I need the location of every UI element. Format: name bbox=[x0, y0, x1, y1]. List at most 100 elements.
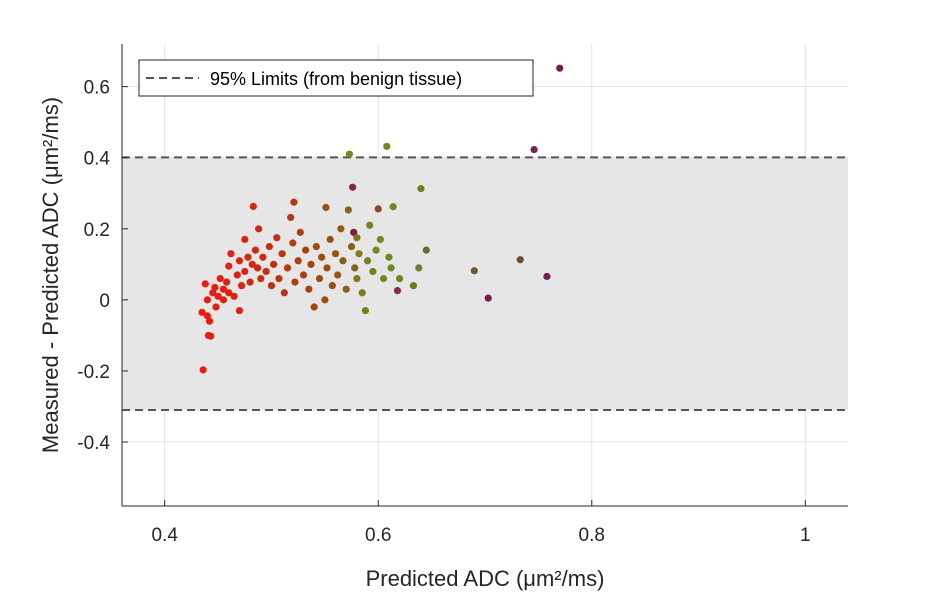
data-point bbox=[417, 185, 425, 193]
data-point bbox=[235, 306, 244, 315]
data-point bbox=[337, 225, 345, 233]
data-point bbox=[321, 296, 329, 304]
data-point bbox=[415, 264, 423, 272]
data-point bbox=[214, 292, 222, 300]
data-point bbox=[372, 246, 380, 254]
data-point bbox=[374, 205, 382, 213]
data-point bbox=[216, 274, 224, 283]
data-point bbox=[353, 234, 361, 242]
data-point bbox=[259, 253, 267, 261]
data-point bbox=[207, 332, 215, 340]
data-point bbox=[212, 303, 220, 311]
data-point bbox=[289, 239, 297, 247]
data-point bbox=[366, 221, 374, 229]
data-point bbox=[305, 285, 313, 293]
data-point bbox=[257, 274, 265, 283]
data-point bbox=[322, 203, 330, 212]
data-point bbox=[225, 262, 233, 270]
data-point bbox=[351, 264, 359, 272]
data-point bbox=[470, 267, 478, 275]
legend-box bbox=[138, 59, 534, 97]
data-point bbox=[376, 235, 384, 244]
data-point bbox=[265, 242, 273, 251]
data-point bbox=[484, 294, 492, 302]
data-point bbox=[349, 183, 357, 191]
data-point bbox=[344, 206, 352, 214]
data-point bbox=[235, 257, 244, 265]
data-point bbox=[237, 282, 246, 290]
legend-entry-label: 95% Limits (from benign tissue) bbox=[210, 69, 462, 89]
data-point bbox=[310, 303, 318, 311]
data-point bbox=[230, 292, 238, 300]
data-point bbox=[328, 282, 336, 290]
data-point bbox=[270, 260, 278, 268]
x-axis-ticks: 0.4 0.6 0.8 1 bbox=[151, 500, 811, 546]
data-point bbox=[302, 246, 310, 254]
data-point bbox=[331, 250, 340, 258]
data-point bbox=[244, 253, 252, 261]
data-point bbox=[294, 257, 302, 265]
data-point bbox=[233, 271, 241, 279]
data-point bbox=[246, 278, 254, 286]
data-point bbox=[355, 250, 363, 258]
data-point bbox=[249, 202, 257, 211]
data-point bbox=[299, 271, 308, 279]
data-point bbox=[296, 228, 304, 236]
data-point bbox=[278, 250, 286, 258]
data-point bbox=[275, 274, 283, 283]
data-point bbox=[312, 242, 320, 251]
data-point bbox=[241, 235, 249, 244]
data-point bbox=[350, 228, 358, 236]
data-points bbox=[198, 64, 564, 374]
limits-band bbox=[122, 157, 848, 411]
data-point bbox=[326, 235, 334, 244]
y-axis-label: Measured - Predicted ADC (μm²/ms) bbox=[38, 97, 63, 453]
data-point bbox=[267, 282, 276, 290]
data-point bbox=[353, 274, 361, 283]
data-point bbox=[283, 264, 292, 272]
y-tick-label: 0.2 bbox=[84, 220, 110, 241]
data-point bbox=[383, 142, 391, 150]
data-point bbox=[363, 257, 372, 265]
data-point bbox=[387, 264, 395, 272]
data-point bbox=[334, 271, 342, 279]
data-point bbox=[201, 280, 209, 288]
data-point bbox=[253, 264, 262, 272]
data-point bbox=[530, 145, 538, 154]
data-point bbox=[409, 282, 418, 290]
data-point bbox=[251, 246, 260, 254]
y-tick-label: 0 bbox=[99, 291, 110, 312]
y-tick-label: 0.6 bbox=[84, 78, 110, 99]
x-tick-label: 0.6 bbox=[365, 525, 391, 546]
data-point bbox=[291, 278, 299, 286]
data-point bbox=[225, 289, 233, 297]
data-point bbox=[280, 289, 288, 297]
data-point bbox=[290, 198, 298, 206]
x-tick-label: 0.4 bbox=[151, 525, 178, 546]
data-point bbox=[379, 274, 388, 283]
data-point bbox=[347, 242, 356, 251]
data-point bbox=[205, 317, 214, 325]
data-point bbox=[385, 253, 393, 261]
data-point bbox=[556, 64, 564, 72]
data-point bbox=[345, 150, 354, 158]
data-point bbox=[543, 272, 551, 281]
data-point bbox=[219, 285, 228, 293]
data-point bbox=[315, 274, 324, 283]
data-point bbox=[318, 253, 326, 261]
data-point bbox=[361, 306, 370, 315]
x-tick-label: 0.8 bbox=[579, 525, 605, 546]
axes bbox=[121, 44, 848, 507]
data-point bbox=[389, 203, 397, 211]
y-tick-label: -0.2 bbox=[77, 362, 110, 383]
data-point bbox=[227, 250, 235, 258]
plot-area: 0.4 0.6 0.8 1 -0.4 -0.2 0 0.2 0.4 0.6 bbox=[77, 44, 848, 546]
data-point bbox=[219, 296, 228, 304]
data-point bbox=[203, 296, 212, 304]
data-point bbox=[199, 366, 207, 374]
data-point bbox=[262, 267, 270, 276]
data-point bbox=[393, 287, 402, 295]
data-point bbox=[516, 256, 524, 264]
legend: 95% Limits (from benign tissue) bbox=[138, 59, 534, 97]
